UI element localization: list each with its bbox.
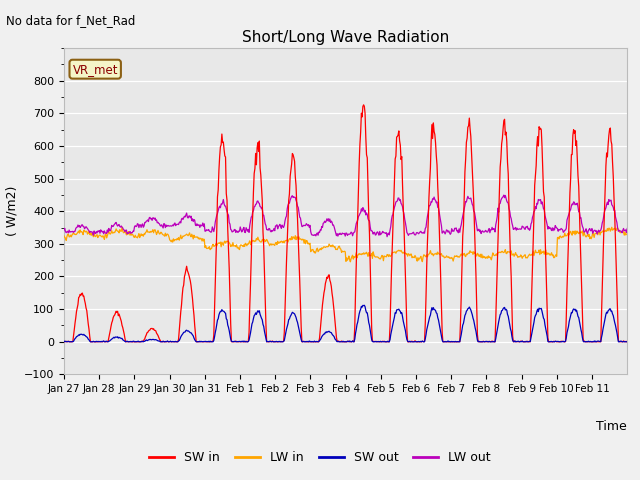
- Title: Short/Long Wave Radiation: Short/Long Wave Radiation: [242, 30, 449, 46]
- Text: Time: Time: [596, 420, 627, 433]
- Y-axis label: ( W/m2): ( W/m2): [5, 186, 19, 236]
- Legend: SW in, LW in, SW out, LW out: SW in, LW in, SW out, LW out: [144, 446, 496, 469]
- Text: VR_met: VR_met: [72, 63, 118, 76]
- Text: No data for f_Net_Rad: No data for f_Net_Rad: [6, 14, 136, 27]
